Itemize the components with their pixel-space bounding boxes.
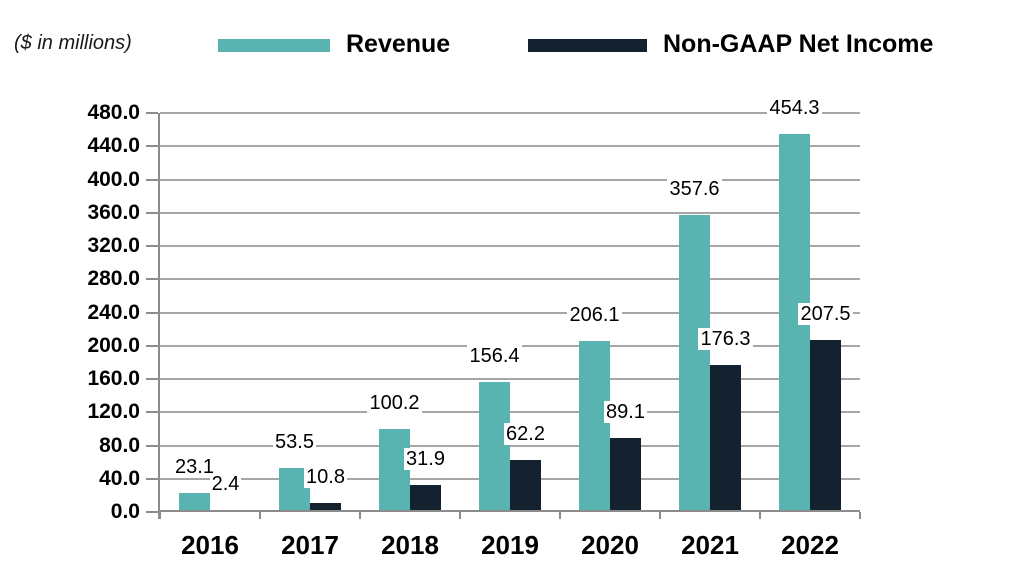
y-axis-tick (146, 178, 158, 181)
bar-value-text: 207.5 (798, 303, 853, 325)
bar-value-text: 357.6 (667, 178, 722, 200)
y-axis-tick (146, 311, 158, 314)
gridline (160, 112, 860, 114)
y-axis-tick (146, 344, 158, 347)
bar-value-label: 31.9 (356, 447, 496, 471)
y-axis-tick (146, 378, 158, 380)
y-axis-tick (146, 278, 158, 281)
bar-value-text: 62.2 (504, 423, 547, 445)
gridline (160, 311, 860, 314)
y-tick-label: 280.0 (87, 267, 140, 291)
bar-value-text: 53.5 (273, 431, 316, 453)
x-axis-label-2022: 2022 (781, 530, 839, 560)
bar-net-income-2019 (510, 460, 541, 512)
y-axis-tick (146, 112, 158, 114)
bar-value-label: 10.8 (256, 465, 396, 489)
gridline (160, 245, 860, 247)
y-axis-tick (146, 245, 158, 247)
axis-units-label: ($ in millions) (14, 32, 132, 54)
bar-value-label: 206.1 (525, 303, 665, 327)
x-axis-label-2019: 2019 (481, 530, 539, 560)
bar-value-label: 207.5 (756, 302, 896, 326)
gridline (160, 145, 860, 148)
legend-label-non-gaap-net-income: Non-GAAP Net Income (663, 30, 934, 58)
bar-net-income-2017 (310, 503, 341, 512)
bar-revenue-2016 (179, 493, 210, 512)
bar-value-label: 357.6 (625, 177, 765, 201)
y-axis-tick (146, 444, 158, 447)
y-tick-label: 40.0 (99, 466, 140, 490)
gridline (160, 444, 860, 447)
y-tick-label: 320.0 (87, 234, 140, 257)
y-tick-label: 0.0 (110, 500, 140, 523)
legend-swatch-revenue (218, 39, 330, 52)
bar-value-text: 23.1 (173, 456, 216, 478)
y-tick-label: 200.0 (87, 333, 140, 357)
y-tick-label: 360.0 (87, 200, 140, 224)
bar-value-text: 31.9 (404, 448, 447, 470)
y-axis-tick (146, 411, 158, 414)
gridline (160, 378, 860, 380)
y-axis-tick (146, 477, 158, 480)
bar-value-text: 206.1 (567, 304, 622, 326)
x-axis-label-2016: 2016 (181, 530, 239, 560)
bar-value-label: 176.3 (656, 327, 796, 351)
y-tick-label: 160.0 (87, 367, 140, 390)
bar-value-text: 156.4 (467, 345, 522, 367)
x-axis-tick (859, 512, 861, 519)
x-axis-tick (259, 512, 261, 519)
bar-net-income-2020 (610, 438, 641, 512)
x-axis-label-2021: 2021 (681, 530, 739, 560)
bar-value-text: 89.1 (604, 401, 647, 423)
x-axis-tick (659, 512, 661, 519)
bar-value-label: 23.1 (125, 455, 265, 479)
gridline (160, 411, 860, 414)
x-axis-tick (159, 512, 161, 519)
bar-value-label: 156.4 (425, 344, 565, 368)
bar-net-income-2021 (710, 365, 741, 512)
bar-value-label: 2.4 (156, 472, 296, 496)
x-axis-tick (459, 512, 461, 519)
bar-revenue-2021 (679, 215, 710, 512)
bar-revenue-2020 (579, 341, 610, 512)
bar-net-income-2022 (810, 340, 841, 512)
x-axis-tick (759, 512, 761, 519)
bar-value-text: 454.3 (767, 97, 822, 119)
legend-swatch-non-gaap-net-income (528, 39, 647, 52)
bar-value-text: 176.3 (698, 328, 753, 350)
bar-revenue-2019 (479, 382, 510, 512)
gridline (160, 278, 860, 281)
y-tick-label: 400.0 (87, 167, 140, 191)
y-axis-line (158, 113, 160, 519)
x-axis-line (160, 510, 860, 512)
y-axis-tick (146, 511, 158, 513)
legend-label-revenue: Revenue (346, 30, 451, 58)
x-axis-label-2018: 2018 (381, 530, 439, 560)
gridline (160, 211, 860, 214)
gridline (160, 178, 860, 181)
bar-value-label: 53.5 (225, 430, 365, 454)
y-tick-label: 240.0 (87, 300, 140, 324)
bar-value-text: 2.4 (209, 473, 242, 495)
y-tick-label: 120.0 (87, 400, 140, 424)
x-axis-label-2017: 2017 (281, 530, 339, 560)
bar-value-label: 454.3 (725, 96, 865, 120)
x-axis-tick (559, 512, 561, 519)
y-tick-label: 440.0 (87, 134, 140, 158)
x-axis-tick (359, 512, 361, 519)
bar-value-text: 10.8 (304, 466, 347, 488)
plot-area: 0.0 40.0 80.0 120.0 160.0 200.0 240.0 280.0 320.… (87, 97, 861, 560)
y-tick-label: 480.0 (87, 101, 140, 124)
y-tick-label: 80.0 (99, 433, 140, 457)
bar-value-label: 62.2 (456, 422, 596, 446)
x-axis-label-2020: 2020 (581, 530, 639, 560)
bar-net-income-2018 (410, 485, 441, 512)
y-axis-tick (146, 145, 158, 148)
bar-value-label: 89.1 (556, 400, 696, 424)
y-axis-tick (146, 211, 158, 214)
bar-value-text: 100.2 (367, 392, 422, 414)
bar-value-label: 100.2 (325, 391, 465, 415)
bar-revenue-2018 (379, 429, 410, 512)
